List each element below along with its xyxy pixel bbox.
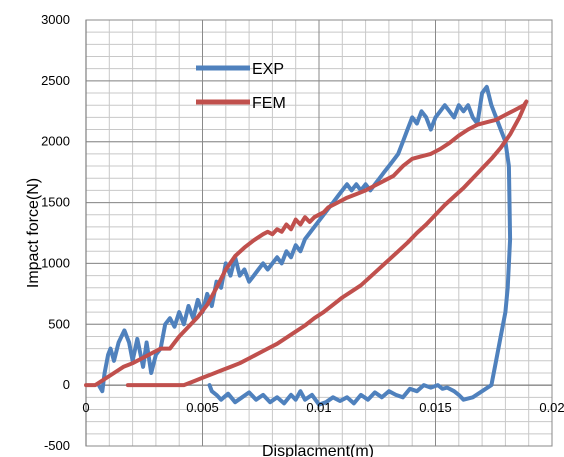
y-axis-title: Impact force(N) bbox=[25, 178, 42, 288]
y-tick-label: 1000 bbox=[41, 255, 70, 270]
x-tick-label: 0.02 bbox=[539, 400, 564, 415]
x-axis-title: Displacment(m) bbox=[262, 443, 374, 457]
series-line-exp bbox=[96, 84, 513, 407]
series-line-fem bbox=[84, 99, 529, 388]
legend: EXP FEM bbox=[196, 61, 286, 112]
x-tick-label: 0.015 bbox=[419, 400, 452, 415]
y-tick-label: 1500 bbox=[41, 195, 70, 210]
x-tick-label: 0.01 bbox=[306, 400, 331, 415]
y-tick-label: 0 bbox=[63, 377, 70, 392]
series-lines bbox=[84, 84, 529, 407]
x-tick-label: 0 bbox=[82, 400, 89, 415]
y-tick-label: 500 bbox=[48, 316, 70, 331]
legend-label-fem: FEM bbox=[252, 95, 286, 112]
y-tick-label: 3000 bbox=[41, 12, 70, 27]
y-tick-label: -500 bbox=[44, 438, 70, 453]
tick-labels: 0 0.005 0.01 0.015 0.02 -500 0 500 1000 1500 2000 2… bbox=[41, 12, 564, 453]
y-tick-label: 2000 bbox=[41, 134, 70, 149]
legend-label-exp: EXP bbox=[252, 61, 284, 78]
grid bbox=[85, 19, 553, 447]
x-tick-label: 0.005 bbox=[186, 400, 219, 415]
y-tick-label: 2500 bbox=[41, 73, 70, 88]
